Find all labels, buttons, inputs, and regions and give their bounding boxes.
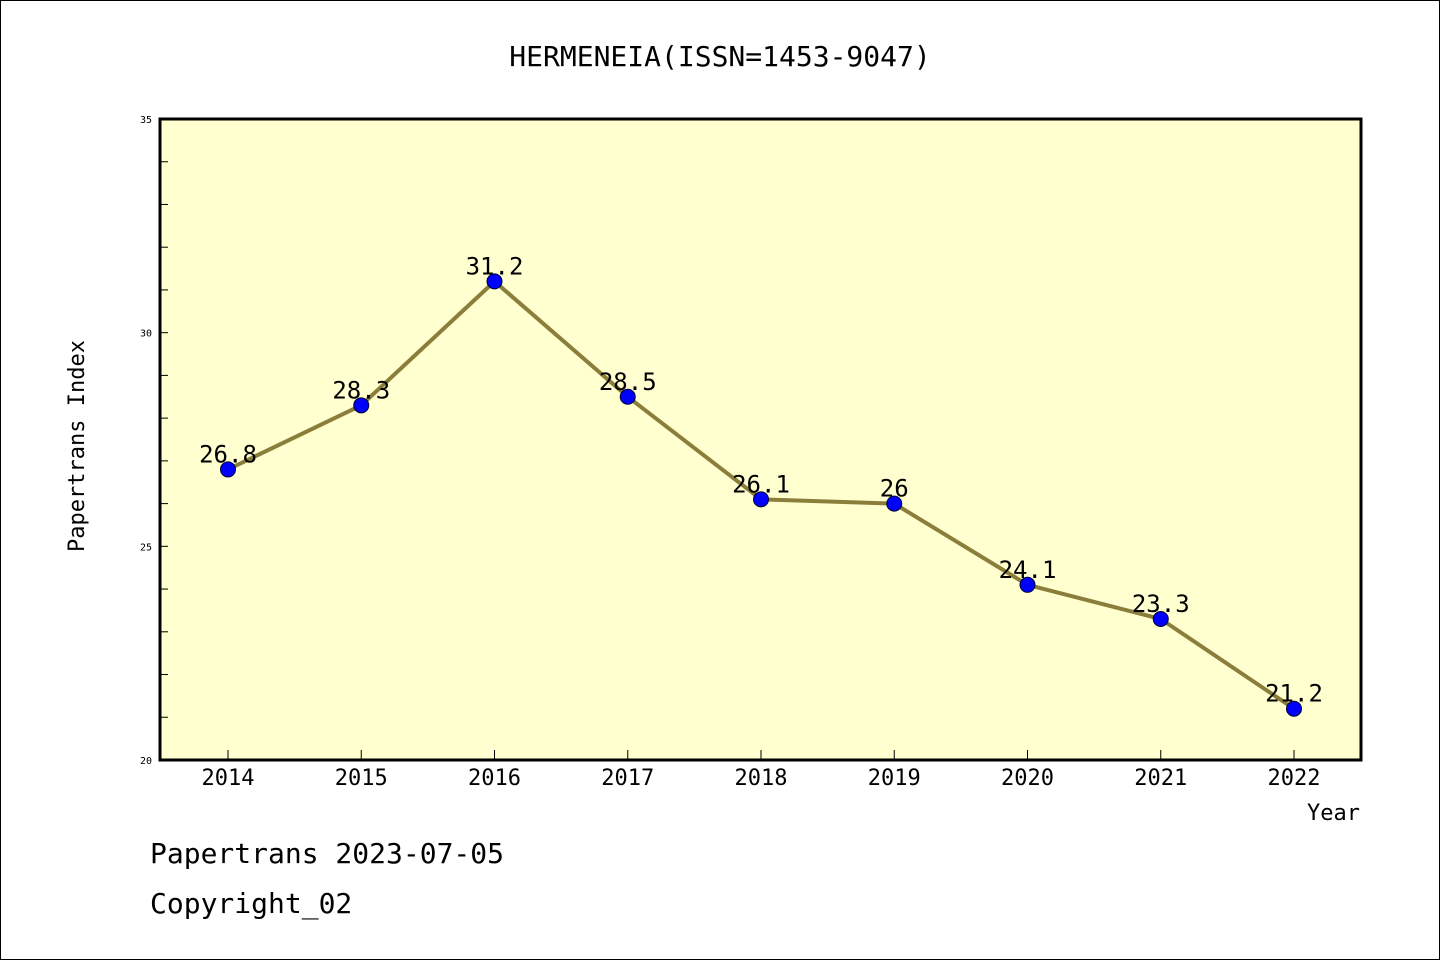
data-markers [220, 273, 1302, 717]
x-tick-label: 2020 [1001, 766, 1054, 791]
data-label: 28.3 [332, 376, 390, 404]
x-ticks [227, 750, 1295, 760]
data-point-marker [619, 388, 636, 405]
x-tick-label: 2019 [868, 766, 921, 791]
x-tick-label: 2022 [1268, 766, 1321, 791]
data-label: 26.8 [199, 440, 257, 468]
x-tick-label: 2016 [468, 766, 521, 791]
chart-title: HERMENEIA(ISSN=1453-9047) [509, 40, 930, 73]
x-tick-label: 2021 [1134, 766, 1187, 791]
x-tick-label: 2015 [335, 766, 388, 791]
y-axis-title: Papertrans Index [65, 340, 90, 552]
data-label: 26.1 [732, 470, 790, 498]
data-point-marker [486, 273, 503, 290]
y-minor-ticks [160, 161, 168, 718]
x-tick-label: 2017 [601, 766, 654, 791]
data-point-marker [1152, 610, 1169, 627]
data-label: 28.5 [599, 368, 657, 396]
data-label: 26 [880, 475, 909, 503]
x-tick-label: 2014 [202, 766, 255, 791]
data-label: 21.2 [1265, 680, 1323, 708]
data-label: 24.1 [999, 556, 1057, 584]
plot-area [158, 117, 1363, 762]
data-point-marker [220, 461, 236, 478]
y-tick-labels: 20 25 30 35 [140, 115, 152, 767]
y-tick-label: 20 [140, 756, 152, 767]
x-axis-title: Year [1307, 801, 1360, 826]
data-point-marker [353, 397, 370, 414]
footer-date: Papertrans 2023-07-05 [150, 837, 504, 870]
data-point-marker [753, 491, 769, 508]
data-point-marker [1286, 700, 1302, 717]
data-label: 23.3 [1132, 590, 1190, 618]
data-point-marker [886, 495, 903, 512]
y-tick-label: 30 [140, 329, 152, 340]
x-tick-label: 2018 [735, 766, 788, 791]
data-point-marker [1019, 576, 1036, 593]
y-tick-label: 25 [140, 542, 152, 553]
y-tick-label: 35 [140, 115, 152, 126]
x-tick-labels: 2014 2015 2016 2017 2018 2019 2020 2021 2022 [202, 766, 1321, 791]
data-labels: 26.8 28.3 31.2 28.5 26.1 26 24.1 23.3 21.2 [199, 252, 1323, 707]
footer-copyright: Copyright_02 [150, 887, 352, 921]
data-label: 31.2 [466, 252, 524, 280]
